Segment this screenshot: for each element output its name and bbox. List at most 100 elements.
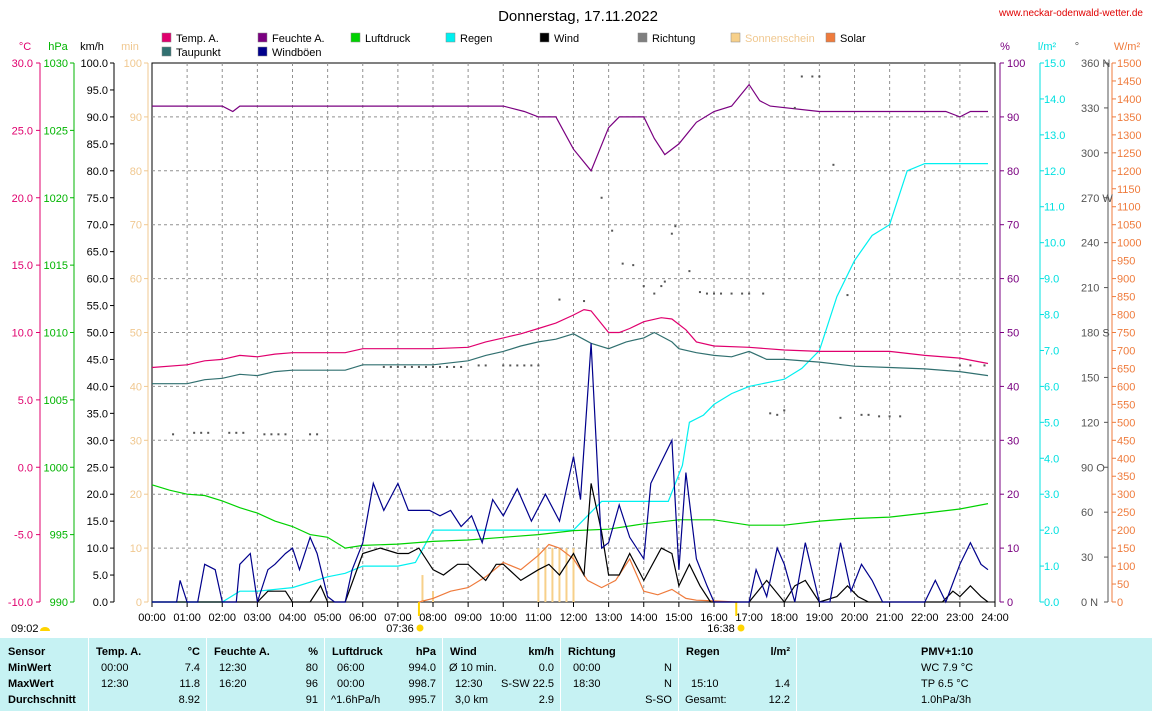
x-tick-label: 16:00 — [700, 612, 728, 624]
richtung-point — [839, 416, 842, 419]
richtung-point — [741, 292, 744, 295]
solar-tick-label: 700 — [1117, 345, 1135, 357]
weather-chart: Donnerstag, 17.11.2022 www.neckar-odenwa… — [7, 8, 1144, 635]
x-tick-label: 07:00 — [384, 612, 412, 624]
solar-tick-label: 650 — [1117, 363, 1135, 375]
temp-avg-value: 8.92 — [178, 694, 200, 706]
richtung-point — [583, 300, 586, 303]
legend-label: Wind — [554, 33, 579, 45]
wind-tick-label: 60.0 — [87, 274, 108, 286]
summary-temp: Temp. A. °C 00:00 7.4 12:30 11.8 8.92 — [88, 638, 206, 711]
pressure-tick-label: 1000 — [44, 462, 68, 474]
wind-tick-label: 40.0 — [87, 381, 108, 393]
sun-markers: 07:36 16:38 09:02 — [11, 623, 745, 635]
wind-header: Wind — [450, 646, 477, 658]
pressure-tick-label: 1025 — [44, 125, 68, 137]
solar-tick-label: 200 — [1117, 525, 1135, 537]
sunset-icon — [737, 624, 745, 632]
richtung-point — [958, 364, 961, 367]
pressure-tick-label: 995 — [50, 530, 68, 542]
temp-min-value: 7.4 — [184, 662, 200, 674]
direction-tick-label: 0 N — [1081, 597, 1098, 609]
temp-tick-label: 5.0 — [18, 395, 33, 407]
legend-swatch — [350, 32, 361, 43]
richtung-point — [477, 364, 480, 367]
richtung-point — [660, 285, 663, 288]
rain-max-value: 1.4 — [774, 678, 790, 690]
solar-tick-label: 1450 — [1117, 76, 1141, 88]
sun-tick-label: 0 — [136, 597, 142, 609]
pressure-axis-unit: hPa — [48, 41, 68, 53]
wind-tick-label: 55.0 — [87, 301, 108, 313]
summary-table: Sensor MinWert MaxWert Durchschnitt Temp… — [0, 638, 1152, 711]
x-tick-label: 08:00 — [419, 612, 447, 624]
solar-tick-label: 450 — [1117, 435, 1135, 447]
rain-tick-label: 4.0 — [1044, 453, 1059, 465]
temp-unit: °C — [187, 646, 200, 658]
x-tick-label: 15:00 — [665, 612, 693, 624]
richtung-point — [867, 413, 870, 416]
summary-labels: Sensor MinWert MaxWert Durchschnitt — [0, 638, 87, 711]
x-tick-label: 03:00 — [244, 612, 272, 624]
richtung-point — [832, 163, 835, 166]
richtung-point — [730, 292, 733, 295]
x-tick-label: 20:00 — [841, 612, 869, 624]
humidity-max-value: 96 — [305, 678, 318, 690]
pressure-min-value: 994.0 — [408, 662, 436, 674]
wind-max-value: 22.5 — [532, 678, 554, 690]
richtung-point — [558, 298, 561, 301]
x-tick-label: 06:00 — [349, 612, 377, 624]
temp-axis-unit: °C — [19, 41, 31, 53]
solar-tick-label: 1500 — [1117, 58, 1141, 70]
richtung-point — [270, 433, 273, 436]
humidity-tick-label: 40 — [1007, 381, 1019, 393]
rain-tick-label: 8.0 — [1044, 310, 1059, 322]
pressure-max-value: 998.7 — [408, 678, 436, 690]
wind-min-value: 0.0 — [538, 662, 554, 674]
humidity-tick-label: 80 — [1007, 166, 1019, 178]
sun-tick-label: 30 — [130, 435, 142, 447]
website-url: www.neckar-odenwald-wetter.de — [998, 8, 1143, 19]
richtung-point — [713, 292, 715, 295]
solar-tick-label: 0 — [1117, 597, 1123, 609]
x-tick-label: 17:00 — [735, 612, 763, 624]
solar-tick-label: 850 — [1117, 292, 1135, 304]
wind-line — [152, 483, 989, 604]
richtung-point — [983, 364, 986, 367]
wind-axis-unit: km/h — [80, 41, 104, 53]
x-tick-label: 01:00 — [173, 612, 201, 624]
richtung-point — [537, 364, 540, 367]
wind-tick-label: 35.0 — [87, 408, 108, 420]
richtung-point — [207, 431, 210, 434]
pressure-tick-label: 1010 — [44, 328, 68, 340]
sun-tick-label: 60 — [130, 274, 142, 286]
humidity-tick-label: 20 — [1007, 489, 1019, 501]
row-label-avg: Durchschnitt — [8, 694, 76, 706]
pressure-header: Luftdruck — [332, 646, 383, 658]
regen-line — [152, 163, 988, 603]
row-label-min: MinWert — [8, 662, 52, 674]
humidity-tick-label: 100 — [1007, 58, 1025, 70]
richtung-point — [284, 433, 287, 436]
rain-total-value: 12.2 — [768, 694, 790, 706]
sun-tick-label: 90 — [130, 112, 142, 124]
richtung-point — [899, 415, 902, 418]
richtung-point — [396, 365, 399, 368]
wind-distance: 3,0 km — [455, 694, 489, 706]
x-tick-label: 05:00 — [314, 612, 342, 624]
pressure-unit: hPa — [415, 646, 436, 658]
pressure-trend: ^1.6hPa/h — [331, 694, 381, 706]
richtung-point — [309, 433, 312, 436]
richtung-point — [611, 229, 614, 232]
rain-tick-label: 15.0 — [1044, 58, 1065, 70]
legend: Temp. A. Taupunkt Feuchte A. Windböen Luftdr… — [161, 32, 866, 59]
wind-tick-label: 0.0 — [93, 597, 108, 609]
row-label-sensor: Sensor — [8, 646, 46, 658]
sun-tick-label: 100 — [124, 58, 142, 70]
pressure-max-time: 00:00 — [337, 678, 365, 690]
richtung-point — [783, 409, 786, 412]
humidity-tick-label: 60 — [1007, 274, 1019, 286]
richtung-point — [621, 262, 624, 265]
temp-a-line — [151, 308, 989, 369]
pressure-tick-label: 1015 — [44, 260, 68, 272]
